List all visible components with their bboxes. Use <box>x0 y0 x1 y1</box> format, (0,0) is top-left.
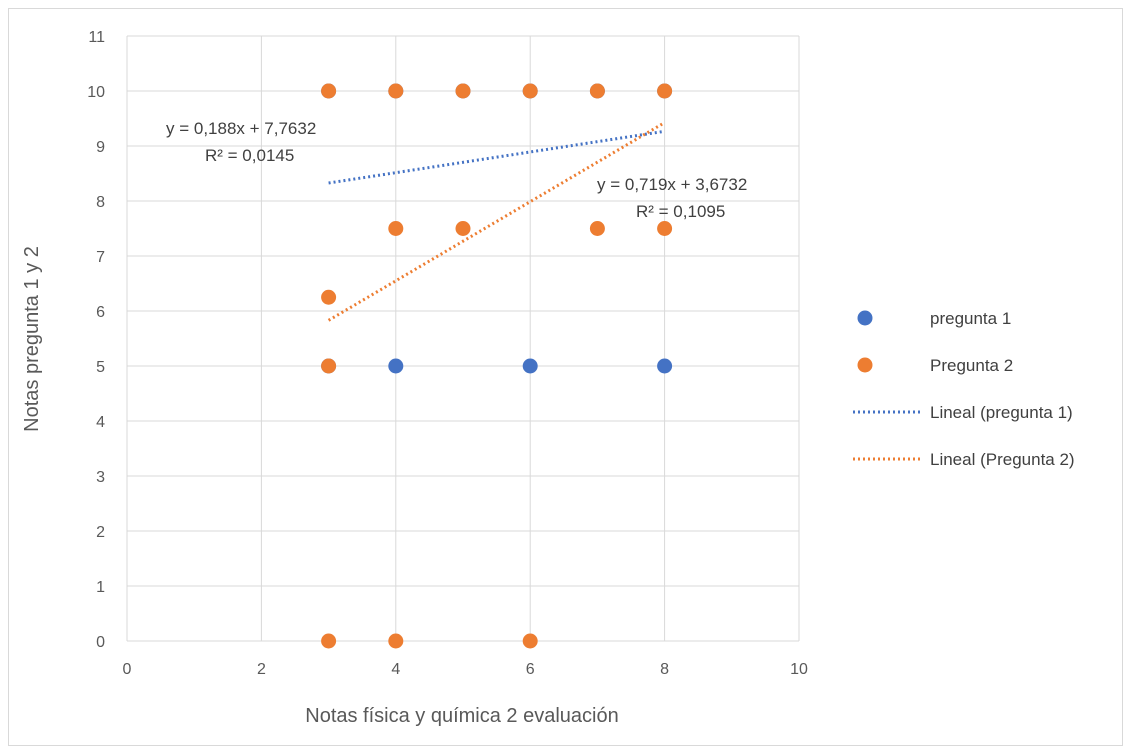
y-tick-label: 3 <box>96 469 105 486</box>
data-point <box>522 83 538 99</box>
data-point <box>388 358 404 374</box>
data-point <box>388 221 404 236</box>
data-point <box>321 289 337 305</box>
y-axis-title: Notas pregunta 1 y 2 <box>21 246 43 432</box>
data-point <box>657 221 673 236</box>
data-point <box>589 221 605 236</box>
legend-marker <box>857 357 873 373</box>
axis-ticks: 0 1 2 3 4 5 6 7 8 9 10 11 0 2 4 6 8 10 <box>87 29 808 678</box>
trend-equation-2: y = 0,719x + 3,6732 <box>597 175 747 194</box>
data-point <box>522 358 538 374</box>
trendline <box>328 129 665 185</box>
trend-r2-1: R² = 0,0145 <box>205 146 294 165</box>
trend-equation-1: y = 0,188x + 7,7632 <box>166 119 316 138</box>
data-point <box>388 83 404 99</box>
grid <box>126 35 800 642</box>
data-point <box>657 358 673 374</box>
data-point <box>455 83 471 99</box>
data-point <box>321 83 337 99</box>
y-tick-label: 7 <box>96 249 105 266</box>
x-tick-label: 2 <box>257 661 266 678</box>
y-tick-label: 6 <box>96 304 105 321</box>
legend-marker <box>857 310 873 326</box>
legend-label: pregunta 1 <box>930 309 1011 328</box>
legend-label: Pregunta 2 <box>930 356 1013 375</box>
data-point <box>321 358 337 374</box>
trendlines <box>327 121 666 322</box>
data-point <box>455 221 471 236</box>
data-point <box>321 633 337 649</box>
data-point <box>388 633 404 649</box>
y-tick-label: 4 <box>96 414 105 431</box>
y-tick-label: 0 <box>96 634 105 651</box>
legend-label: Lineal (Pregunta 2) <box>930 450 1075 469</box>
data-point <box>589 83 605 99</box>
trend-r2-2: R² = 0,1095 <box>636 202 725 221</box>
x-tick-label: 0 <box>123 661 132 678</box>
y-tick-label: 5 <box>96 359 105 376</box>
x-axis-title: Notas física y química 2 evaluación <box>305 705 619 727</box>
trendline <box>327 121 666 322</box>
y-tick-label: 9 <box>96 139 105 156</box>
y-tick-label: 2 <box>96 524 105 541</box>
y-tick-label: 11 <box>88 29 105 46</box>
y-tick-label: 10 <box>87 84 105 101</box>
data-points <box>321 83 673 649</box>
trend-equations: y = 0,188x + 7,7632 R² = 0,0145 y = 0,71… <box>166 119 747 221</box>
data-point <box>657 83 673 99</box>
x-tick-label: 4 <box>391 661 400 678</box>
chart-area <box>8 8 1123 746</box>
legend-label: Lineal (pregunta 1) <box>930 403 1073 422</box>
x-tick-label: 6 <box>526 661 535 678</box>
data-point <box>522 633 538 649</box>
x-tick-label: 8 <box>660 661 669 678</box>
x-tick-label: 10 <box>790 661 808 678</box>
legend: pregunta 1 Pregunta 2 Lineal (pregunta 1) L… <box>853 309 1075 469</box>
y-tick-label: 1 <box>96 579 105 596</box>
y-tick-label: 8 <box>96 194 105 211</box>
